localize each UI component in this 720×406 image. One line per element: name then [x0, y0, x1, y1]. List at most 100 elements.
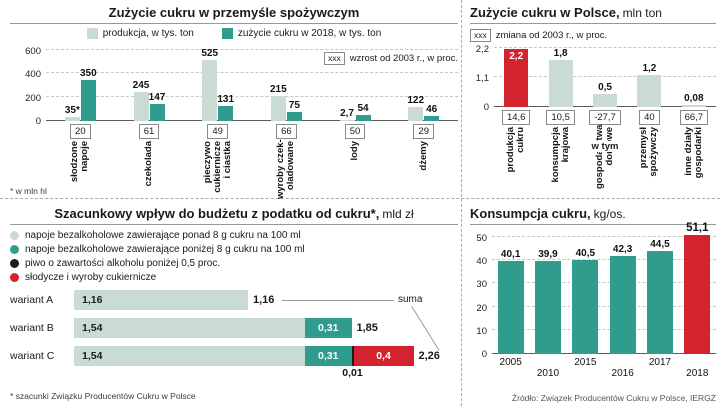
segment-value: 0,31 [318, 322, 339, 334]
y-axis-tick-label: 200 [25, 92, 41, 104]
bar-slot: 1,8 [548, 48, 573, 107]
bar-segment: 0,01 [342, 346, 363, 379]
industry-title-rule [10, 23, 458, 24]
industry-title: Zużycie cukru w przemyśle spożywczym [10, 5, 458, 20]
bar-slot: 42,3 [609, 238, 636, 354]
bar-pair: 2,7 54 [339, 51, 371, 121]
poland-title-rule [470, 23, 716, 24]
bar-value-label: 2,7 [340, 108, 354, 119]
industry-plot: 0 200 400 600 35* 350 20 słodzone napoje 245 147 61… [25, 46, 458, 199]
y-axis-tick-label: 0 [481, 349, 487, 360]
gridline [494, 76, 716, 77]
year-label: 2016 [611, 368, 634, 379]
bar-pair: 245 147 [132, 51, 165, 121]
bar-slot: 0,5 w tym [589, 49, 621, 152]
category-label: wyroby czek-oladowane [252, 139, 321, 199]
industry-title-text: Zużycie cukru w przemyśle spożywczym [108, 5, 360, 20]
category-label: produkcja cukru [494, 127, 538, 189]
tax-stacked-bar-chart: wariant A 1,16 1,16 wariant B 1,54 0,31 1,85 wa… [10, 290, 458, 379]
source-note: Źródło: Związek Producentów Cukru w Pols… [511, 393, 716, 403]
variant-total: 1,85 [356, 322, 378, 334]
category-column-2: 245 147 61 czekolada [115, 51, 184, 199]
category-label-text: wyroby czek-oladowane [275, 139, 297, 199]
piwo-label: piwo o zawartości alkoholu poniżej 0,5 p… [25, 258, 221, 269]
value-bar: 1,8 [548, 48, 573, 107]
variant-total: 1,16 [253, 294, 275, 306]
produkcja-legend-label: produkcja, w tys. ton [102, 28, 194, 39]
category-label-text: konsumpcja krajowa [549, 127, 571, 183]
year-column-2016: 42,3 2016 [604, 238, 641, 379]
category-label-text: słodzone napoje [69, 141, 91, 183]
variant-label: wariant B [10, 322, 54, 334]
growth-pct-box: 20 [70, 124, 91, 139]
value-bar: 1,2 [637, 63, 662, 107]
bar-value-label: 42,3 [612, 243, 633, 255]
y-axis-tick-label: 400 [25, 69, 41, 81]
year-column-2005: 40,1 2005 [492, 238, 529, 368]
consumption-bar: 75 [286, 100, 302, 121]
zuzycie-legend-label: zużycie cukru w 2018, w tys. ton [237, 28, 382, 39]
gridline [46, 72, 458, 74]
category-label-text: lody [349, 141, 361, 161]
category-column-5: 0,08 66,7 inne działy gospodarki [672, 49, 716, 189]
value-bar: 0,5 [593, 82, 618, 107]
category-label: przemysł spożywczy [627, 127, 671, 189]
gridline [492, 236, 716, 237]
production-bar: 122 [407, 95, 424, 121]
category-label-text: gospodarstwadomowe [594, 124, 615, 189]
bar-pair: 122 46 [407, 51, 440, 121]
growth-pct-box: 50 [344, 124, 366, 139]
slodycze-label: słodycze i wyroby cukiernicze [25, 272, 157, 283]
bar-slot: 39,9 [534, 238, 561, 354]
bar-value-label: 245 [132, 80, 150, 92]
year-column-2010: 39,9 2010 [529, 238, 566, 379]
panel-industry: Zużycie cukru w przemyśle spożywczym pro… [10, 5, 458, 199]
category-label: gospodarstwadomowe [583, 124, 627, 189]
value-bar: 42,3 [609, 244, 636, 354]
industry-footnote: * w mln hl [10, 186, 47, 196]
bar-value-label: 44,5 [650, 238, 670, 250]
bar-pair: 215 75 [270, 51, 302, 121]
gridline [492, 328, 716, 330]
y-axis-tick-label: 40 [476, 256, 487, 268]
consumption-bar: 54 [355, 103, 371, 121]
grid-zone [492, 236, 716, 354]
legend-item-zuzycie: zużycie cukru w 2018, w tys. ton [221, 28, 382, 39]
category-label: inne działy gospodarki [672, 127, 716, 189]
poland-columns: 2,2 14,6 produkcja cukru 1,8 10,5 konsumpcja kr… [494, 48, 716, 189]
legend-item-slodycze: słodycze i wyroby cukiernicze [10, 272, 458, 283]
category-label: konsumpcja krajowa [538, 127, 582, 189]
tax-row-wariant-B: wariant B 1,54 0,31 1,85 [10, 318, 458, 338]
grid-zone [46, 49, 458, 121]
legend-item-ponad-8g: napoje bezalkoholowe zawierające ponad 8… [10, 230, 458, 241]
produkcja-swatch [86, 28, 98, 39]
category-label-text: czekolada [143, 141, 154, 187]
production-bar: 35* [65, 105, 80, 121]
growth-pct-box: 61 [138, 124, 160, 139]
panel-consumption: Konsumpcja cukru, kg/os. 0 10 20 30 40 50 40,1 2… [470, 206, 716, 404]
value-bar: 51,1 [684, 222, 711, 354]
industry-note-text: wzrost od 2003 r., w proc. [349, 53, 458, 64]
category-column-4: 1,2 40 przemysł spożywczy [627, 49, 671, 189]
category-label-text: inne działy gospodarki [682, 127, 704, 179]
gridline [46, 95, 458, 97]
consumption-columns: 40,1 2005 39,9 2010 40,5 2015 42,3 2016 44,5 2017… [492, 222, 716, 379]
bar-value-label: 39,9 [538, 249, 558, 261]
ponad-8g-dot [10, 231, 19, 240]
gridline [492, 259, 716, 261]
consumption-bar: 350 [80, 68, 97, 121]
poland-title-unit: mln ton [622, 6, 662, 20]
production-bar: 525 [201, 48, 218, 121]
bar-value-label: 2,2 [509, 51, 524, 62]
y-axis-tick-label: 1,1 [475, 73, 489, 84]
bar-slot: 1,2 [637, 49, 662, 107]
category-label: lody [321, 141, 390, 199]
poland-title: Zużycie cukru w Polsce, mln ton [470, 5, 716, 20]
gridline [492, 282, 716, 284]
consumption-title: Konsumpcja cukru, kg/os. [470, 206, 716, 221]
y-axis-tick-label: 600 [25, 46, 41, 57]
value-bar: 0,08 [681, 93, 706, 107]
poland-plot: 0 1,1 2,2 2,2 14,6 produkcja cukru 1,8 10,5 konsu… [476, 44, 716, 189]
bar-segment: 1,16 [74, 290, 248, 310]
segment-value: 1,54 [82, 350, 103, 362]
